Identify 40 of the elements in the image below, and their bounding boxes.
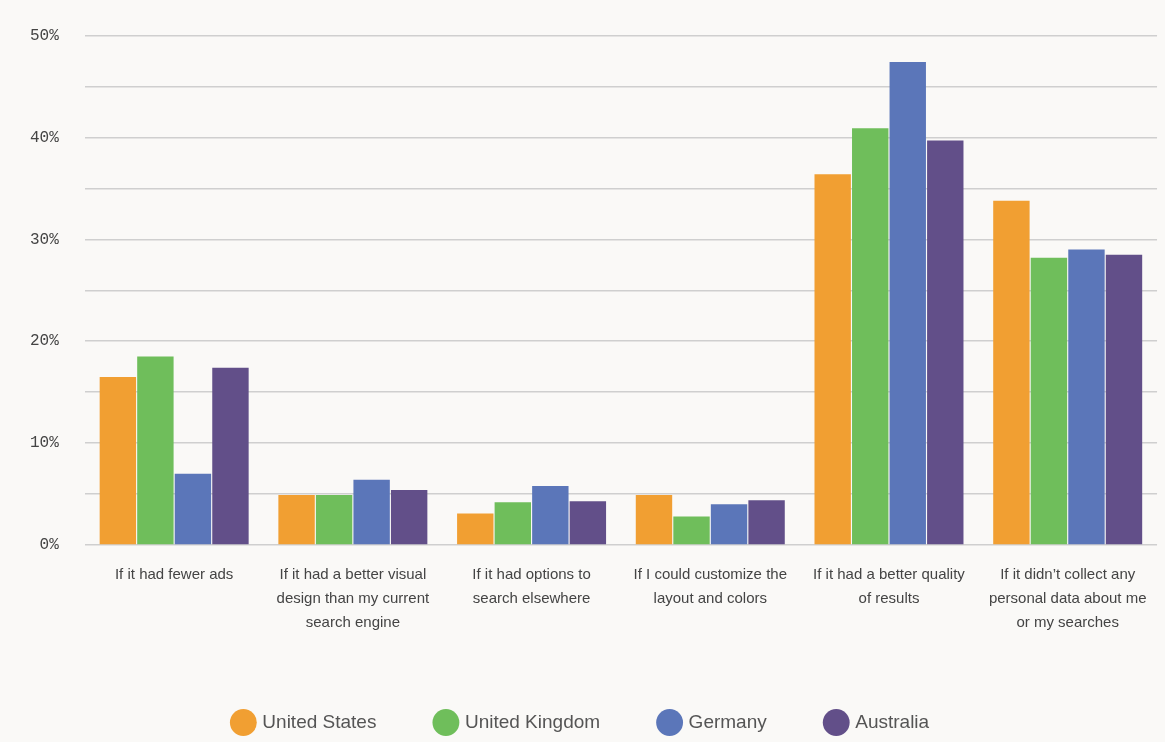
bar [710, 504, 748, 545]
bar [635, 495, 673, 545]
bar [1030, 257, 1068, 545]
bar [315, 495, 353, 545]
bar [889, 62, 926, 545]
x-tick-label: If it didn’t collect any personal data about me or my searches [988, 565, 1147, 631]
bar [1105, 254, 1143, 545]
x-tick-label: If I could customize the layout and colors [633, 565, 787, 607]
bar [748, 500, 785, 545]
bar [137, 356, 174, 545]
y-tick-label: 50% [29, 26, 60, 45]
bar [1068, 249, 1105, 545]
bar [457, 513, 494, 545]
legend-label: Germany [688, 710, 768, 732]
legend-label: Australia [855, 710, 930, 732]
legend-label: United States [262, 710, 377, 732]
x-tick-label: If it had a better visual design than my current search engine [276, 565, 430, 631]
bar [174, 473, 212, 545]
bar [927, 140, 964, 545]
legend-label: United Kingdom [464, 710, 601, 732]
y-tick-label: 30% [29, 230, 60, 249]
bar [673, 516, 710, 545]
y-tick-label: 10% [29, 434, 60, 453]
bar [814, 174, 851, 545]
bar [532, 485, 569, 545]
bar [353, 479, 390, 545]
bar [99, 376, 137, 545]
x-tick-label: If it had fewer ads [114, 565, 234, 583]
bar [569, 501, 607, 545]
y-tick-label: 40% [29, 128, 60, 147]
x-tick-label: If it had a better quality of results [813, 565, 966, 607]
y-tick-label: 0% [39, 536, 60, 555]
bar [852, 128, 889, 545]
bar [494, 502, 532, 545]
x-tick-label: If it had options to search elsewhere [472, 565, 591, 607]
bar [993, 200, 1030, 545]
bar [390, 489, 428, 545]
bar [278, 495, 315, 545]
bar [212, 367, 249, 545]
y-tick-label: 20% [29, 332, 60, 351]
